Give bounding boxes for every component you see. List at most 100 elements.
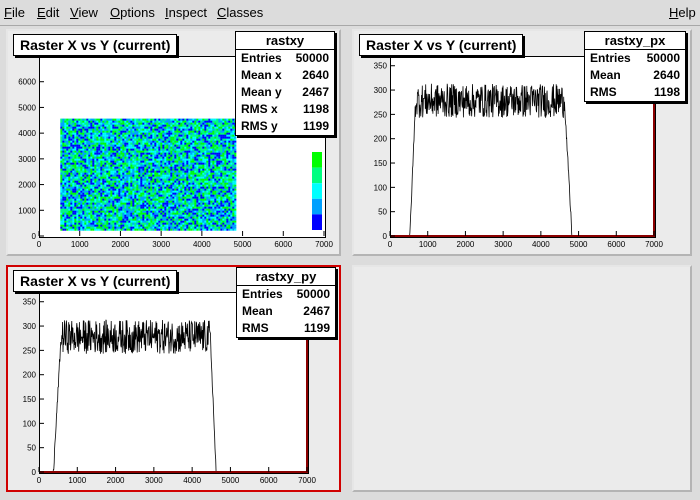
heatmap-cell: [84, 150, 87, 153]
heatmap-cell: [68, 196, 71, 199]
heatmap-cell: [108, 172, 111, 175]
heatmap-cell: [86, 172, 89, 175]
heatmap-cell: [102, 134, 105, 137]
heatmap-cell: [80, 210, 83, 213]
heatmap-cell: [150, 182, 153, 185]
heatmap-cell: [100, 168, 103, 171]
menu-classes[interactable]: Classes: [217, 5, 264, 20]
heatmap-cell: [72, 208, 75, 211]
heatmap-cell: [226, 128, 229, 131]
heatmap-cell: [86, 204, 89, 207]
heatmap-cell: [164, 120, 167, 123]
heatmap-cell: [150, 186, 153, 189]
heatmap-cell: [186, 162, 189, 165]
heatmap-cell: [66, 214, 69, 217]
heatmap-cell: [100, 224, 103, 227]
heatmap-cell: [158, 224, 161, 227]
heatmap-cell: [110, 194, 113, 197]
heatmap-cell: [64, 218, 67, 221]
heatmap-cell: [72, 198, 75, 201]
heatmap-cell: [146, 182, 149, 185]
heatmap-cell: [130, 208, 133, 211]
heatmap-cell: [68, 170, 71, 173]
heatmap-cell: [134, 220, 137, 223]
heatmap-cell: [178, 190, 181, 193]
heatmap-cell: [146, 118, 149, 121]
heatmap-cell: [68, 126, 71, 129]
heatmap-cell: [78, 182, 81, 185]
heatmap-cell: [60, 140, 63, 143]
heatmap-cell: [86, 168, 89, 171]
heatmap-cell: [202, 228, 205, 231]
heatmap-cell: [90, 130, 93, 133]
stats-box[interactable]: rastxy Entries 50000 Mean x 2640 Mean y 246…: [235, 31, 335, 136]
heatmap-cell: [206, 158, 209, 161]
heatmap-cell: [188, 194, 191, 197]
heatmap-cell: [160, 146, 163, 149]
menu-view[interactable]: View: [70, 5, 98, 20]
heatmap-cell: [172, 198, 175, 201]
heatmap-cell: [186, 224, 189, 227]
heatmap-cell: [66, 220, 69, 223]
menu-file[interactable]: File: [4, 5, 25, 20]
heatmap-cell: [62, 204, 65, 207]
heatmap-cell: [102, 158, 105, 161]
heatmap-cell: [96, 200, 99, 203]
heatmap-cell: [134, 224, 137, 227]
heatmap-cell: [118, 170, 121, 173]
heatmap-cell: [158, 172, 161, 175]
heatmap-cell: [214, 220, 217, 223]
menu-inspect[interactable]: Inspect: [165, 5, 207, 20]
heatmap-cell: [114, 194, 117, 197]
menu-help[interactable]: Help: [669, 5, 696, 20]
heatmap-cell: [68, 122, 71, 125]
heatmap-cell: [86, 134, 89, 137]
heatmap-cell: [132, 130, 135, 133]
heatmap-cell: [178, 162, 181, 165]
heatmap-cell: [116, 158, 119, 161]
heatmap-cell: [98, 162, 101, 165]
heatmap-cell: [184, 140, 187, 143]
heatmap-cell: [224, 118, 227, 121]
heatmap-cell: [180, 162, 183, 165]
heatmap-cell: [92, 158, 95, 161]
heatmap-cell: [126, 224, 129, 227]
pad-title[interactable]: Raster X vs Y (current): [13, 34, 178, 56]
heatmap-cell: [120, 148, 123, 151]
heatmap-cell: [108, 182, 111, 185]
menu-edit[interactable]: Edit: [37, 5, 60, 20]
heatmap-cell: [70, 180, 73, 183]
heatmap-cell: [60, 172, 63, 175]
heatmap-cell: [196, 184, 199, 187]
heatmap-cell: [224, 132, 227, 135]
heatmap-cell: [164, 220, 167, 223]
heatmap-cell: [166, 142, 169, 145]
heatmap-cell: [216, 176, 219, 179]
heatmap-cell: [224, 120, 227, 123]
heatmap-cell: [140, 194, 143, 197]
heatmap-cell: [140, 170, 143, 173]
heatmap-cell: [208, 154, 211, 157]
heatmap-cell: [92, 154, 95, 157]
heatmap-cell: [194, 180, 197, 183]
heatmap-cell: [118, 148, 121, 151]
pad-rastxy-px[interactable]: 0 1000 2000 3000 4000 5000 6000 7000 0 50 100 150 20…: [352, 29, 692, 256]
heatmap-cell: [82, 190, 85, 193]
heatmap-cell: [78, 130, 81, 133]
heatmap-cell: [176, 154, 179, 157]
pad-rastxy[interactable]: 1234 01000200030004000500060007000010002…: [6, 29, 341, 256]
heatmap-cell: [130, 178, 133, 181]
menu-options[interactable]: Options: [110, 5, 155, 20]
heatmap-cell: [132, 146, 135, 149]
heatmap-cell: [148, 160, 151, 163]
heatmap-cell: [184, 148, 187, 151]
heatmap-cell: [200, 162, 203, 165]
heatmap-cell: [206, 200, 209, 203]
heatmap-cell: [66, 226, 69, 229]
heatmap-cell: [144, 228, 147, 231]
heatmap-cell: [100, 134, 103, 137]
heatmap-cell: [186, 178, 189, 181]
heatmap-cell: [146, 224, 149, 227]
heatmap-cell: [124, 160, 127, 163]
root-canvas[interactable]: 1234 01000200030004000500060007000010002…: [0, 27, 700, 500]
